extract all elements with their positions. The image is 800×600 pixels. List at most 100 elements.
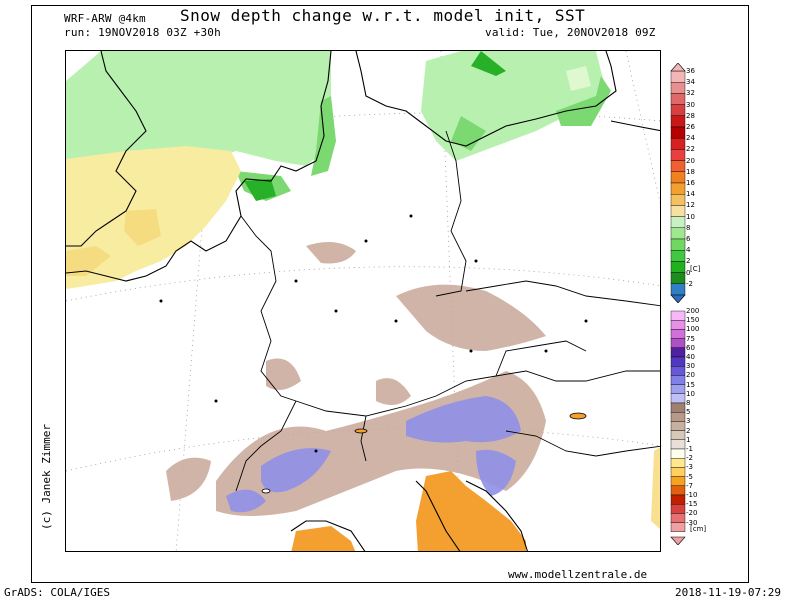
sst_bar-tick-label: 12	[686, 201, 695, 210]
snow_bar-tick-label: -15	[686, 500, 698, 509]
map-graphic	[66, 51, 660, 551]
sst_bar-tick-label: 20	[686, 156, 695, 165]
timestamp-label: 2018-11-19-07:29	[675, 586, 781, 599]
sst_bar-tick-label: 10	[686, 212, 695, 221]
snow_bar-cell	[670, 384, 686, 394]
sst_bar-cell	[670, 137, 686, 150]
sst_bar-tick-label: 36	[686, 67, 695, 75]
snow_bar-tick-label: 40	[686, 353, 695, 361]
snow_bar-tick-label: -10	[686, 491, 698, 499]
snow-blue-fields	[226, 396, 521, 513]
sst_bar-tick-label: 30	[686, 100, 695, 109]
sst_bar-cell	[670, 227, 686, 240]
sst_bar-cell	[670, 149, 686, 161]
sst_bar-tick-label: 32	[686, 89, 695, 98]
snow_bar-tick-label: 2	[686, 426, 691, 435]
sst_bar-tick-label: -2	[686, 279, 693, 288]
snow_bar-cell	[670, 393, 686, 404]
snow_bar-cell	[670, 421, 686, 431]
lakes	[261, 412, 587, 494]
sst_bar-tick-label: 24	[686, 134, 695, 143]
sst-channel	[66, 146, 241, 289]
sst-mediterranean	[291, 447, 660, 551]
sst_bar-cell	[670, 238, 686, 251]
sst_bar-tick-label: 0	[686, 268, 691, 277]
sst_bar-tick-label: 34	[686, 78, 695, 87]
sst_bar-tick-label: 2	[686, 257, 691, 266]
snow_bar-cell	[670, 375, 686, 385]
snow_bar-tick-label: -1	[686, 445, 693, 453]
snow_bar-tick-label: 75	[686, 334, 695, 343]
sst_bar-cell	[670, 82, 686, 94]
snow_bar-tick-label: 8	[686, 399, 691, 407]
snow_bar-tick-label: -2	[686, 454, 693, 463]
snow_bar-cell	[670, 448, 686, 459]
credit-label: (c) Janek Zimmer	[40, 424, 53, 530]
snow_bar-unit: [cm]	[690, 525, 707, 534]
snow_bar-cell	[670, 494, 686, 505]
figure-frame	[31, 5, 749, 583]
sst_bar-cell	[670, 115, 686, 128]
sst_bar-tick-label: 22	[686, 145, 695, 154]
sst_bar-cell	[670, 249, 686, 262]
snow_bar-tick-label: 20	[686, 371, 695, 380]
snow_bar-cell	[670, 467, 686, 477]
sst_bar-cell	[670, 70, 686, 83]
sst_bar-tick-label: 16	[686, 179, 695, 187]
snow_bar-cell	[670, 522, 686, 533]
run-label: run: 19NOV2018 03Z +30h	[64, 26, 221, 39]
sst_bar-cell	[670, 93, 686, 105]
software-label: GrADS: COLA/IGES	[4, 586, 110, 599]
sst_bar-cell	[670, 171, 686, 184]
snow_bar-cell	[670, 356, 686, 367]
snow_bar-tick-label: 3	[686, 417, 691, 426]
snow_bar-tick-label: 60	[686, 343, 695, 352]
snow_bar-tick-label: 5	[686, 408, 691, 417]
snow_bar-cell	[670, 513, 686, 523]
sst_bar-cell	[670, 283, 686, 296]
website-label: www.modellzentrale.de	[508, 568, 648, 581]
snow_bar-tick-label: 30	[686, 362, 695, 371]
snow_bar-tick-label: -7	[686, 481, 693, 490]
snow_bar-tick-label: 150	[686, 316, 700, 325]
sst_bar-cell	[670, 205, 686, 217]
model-label: WRF-ARW @4km	[64, 12, 146, 25]
snow_bar-cell	[670, 338, 686, 349]
sst_bar-cell	[670, 193, 686, 206]
sst_bar-tick-label: 18	[686, 167, 695, 176]
map-panel	[65, 50, 661, 552]
snow_bar-tick-label: -5	[686, 472, 693, 481]
snow_bar-tick-label: 1	[686, 435, 691, 444]
sst_bar-tick-label: 8	[686, 223, 691, 232]
sst_bar-unit: [C]	[690, 264, 701, 273]
sst_bar-tick-label: 26	[686, 123, 695, 131]
snow_bar-cell	[670, 329, 686, 339]
sst-baltic	[421, 51, 611, 161]
snow_bar-cell	[670, 319, 686, 330]
snow_bar-cell	[670, 457, 686, 468]
sst_bar-cell	[670, 261, 686, 273]
sst_bar-cell	[670, 272, 686, 285]
snow-colorbar	[670, 310, 686, 545]
snow_bar-tick-label: 100	[686, 325, 700, 334]
snow_bar-cell	[670, 503, 686, 514]
sst_bar-tick-label: 6	[686, 235, 691, 243]
snow_bar-cell	[670, 411, 686, 422]
snow_bar-cell	[670, 476, 686, 487]
snow_bar-tick-label: 200	[686, 307, 700, 315]
snow_bar-tick-label: -3	[686, 463, 693, 472]
snow_bar-tick-label: 10	[686, 389, 695, 398]
sst_bar-cell	[670, 216, 686, 229]
snow_bar-cell	[670, 439, 686, 450]
sst_bar-tick-label: 4	[686, 246, 691, 255]
snow_bar-cell	[670, 485, 686, 496]
borders	[235, 130, 660, 492]
snow_bar-tick-label: 15	[686, 380, 695, 389]
map-title: Snow depth change w.r.t. model init, SST	[180, 6, 586, 25]
snow_bar-cell	[670, 366, 686, 376]
snow_bar-tick-label: -30	[686, 518, 698, 527]
sst_bar-tick-label: 14	[686, 190, 695, 199]
valid-label: valid: Tue, 20NOV2018 09Z	[485, 26, 656, 39]
snow_bar-cell	[670, 430, 686, 440]
sst_bar-cell	[670, 160, 686, 172]
